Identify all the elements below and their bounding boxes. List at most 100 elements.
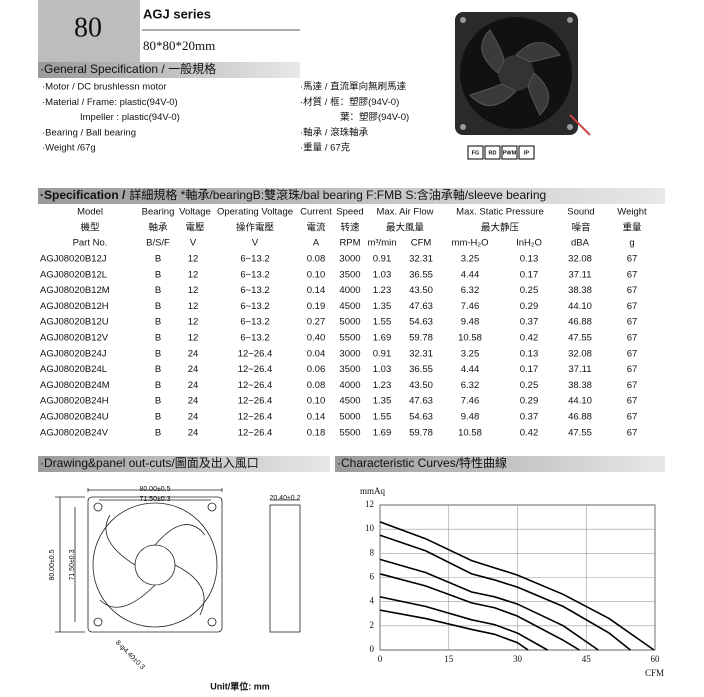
col-header: Max. Static Pressure [456, 207, 544, 218]
cell: 67 [627, 254, 638, 265]
col-header: dBA [571, 238, 590, 249]
cell: AGJ08020B12L [40, 269, 107, 280]
cell: 0.18 [307, 427, 326, 438]
cell: 12 [188, 333, 199, 344]
cell: 12 [188, 317, 199, 328]
cell: 4.44 [461, 364, 480, 375]
cell: 0.08 [307, 380, 326, 391]
cell: 3000 [339, 254, 360, 265]
y-tick-label: 12 [365, 499, 374, 509]
cell: 1.23 [373, 285, 392, 296]
cell: AGJ08020B24L [40, 364, 107, 375]
cell: 32.08 [568, 348, 592, 359]
spec-item: ·軸承 / 滾珠軸承 [300, 126, 369, 138]
cell: 12 [188, 301, 199, 312]
cell: 46.88 [568, 412, 592, 423]
cell: 67 [627, 285, 638, 296]
cell: AGJ08020B12U [40, 317, 109, 328]
series: AGJ series [143, 6, 211, 21]
fan-photo [455, 12, 591, 136]
cell: 7.46 [461, 301, 480, 312]
cell: 1.03 [373, 269, 392, 280]
col-header: 转速 [340, 222, 360, 234]
cell: 1.35 [373, 396, 392, 407]
cell: 47.63 [409, 396, 433, 407]
cell: 1.35 [373, 301, 392, 312]
cell: 67 [627, 427, 638, 438]
cell: 12~26.4 [238, 348, 273, 359]
cell: 4000 [339, 285, 360, 296]
cell: 6~13.2 [240, 269, 269, 280]
cell: 47.63 [409, 301, 433, 312]
cell: 67 [627, 364, 638, 375]
cell: 5500 [339, 427, 360, 438]
cell: 6.32 [461, 285, 480, 296]
cert-icon [484, 145, 501, 160]
section-title: ·General Specification / 一般規格 [40, 61, 216, 76]
cell: 6~13.2 [240, 333, 269, 344]
spec-item: Impeller : plastic(94V-0) [80, 112, 180, 123]
col-header: Sound [567, 207, 594, 218]
cell: B [155, 269, 161, 280]
col-header: Part No. [73, 238, 108, 249]
y-axis-label: mmAq [360, 486, 386, 496]
cell: 9.48 [461, 412, 480, 423]
cell: 38.38 [568, 380, 592, 391]
cell: 0.06 [307, 364, 326, 375]
cell: AGJ08020B24H [40, 396, 109, 407]
cell: 54.63 [409, 317, 433, 328]
cell: AGJ08020B12H [40, 301, 109, 312]
cell: 47.55 [568, 333, 592, 344]
cell: AGJ08020B24J [40, 348, 107, 359]
dim-label: 80.00±0.5 [139, 486, 170, 493]
spec-item: ·Material / Frame: plastic(94V-0) [42, 97, 178, 108]
cell: 0.10 [307, 269, 326, 280]
cell: 24 [188, 380, 199, 391]
cell: 3500 [339, 269, 360, 280]
col-header: A [313, 238, 320, 249]
cell: 0.13 [520, 348, 539, 359]
cell: 24 [188, 348, 199, 359]
col-header: Voltage [179, 207, 211, 218]
cell: 0.40 [307, 333, 326, 344]
cell: B [155, 348, 161, 359]
cell: 0.29 [520, 301, 539, 312]
col-header: V [252, 238, 259, 249]
cell: 0.91 [373, 254, 392, 265]
cell: 67 [627, 380, 638, 391]
cell: 54.63 [409, 412, 433, 423]
cell: 44.10 [568, 301, 592, 312]
cell: 32.31 [409, 254, 433, 265]
cell: 4500 [339, 396, 360, 407]
spec-item: ·Motor / DC brushlessn motor [42, 82, 167, 93]
size-box [38, 0, 140, 62]
cell: 0.19 [307, 301, 326, 312]
col-header: CFM [411, 238, 432, 249]
col-header: 電壓 [185, 223, 205, 234]
cell: 10.58 [458, 427, 482, 438]
col-header: RPM [339, 238, 360, 249]
x-tick-label: 45 [582, 654, 592, 664]
cell: 43.50 [409, 380, 433, 391]
cell: 0.04 [307, 348, 326, 359]
cell: 6.32 [461, 380, 480, 391]
cert-icon [467, 145, 484, 160]
cell: 0.37 [520, 412, 539, 423]
cell: 0.42 [520, 333, 539, 344]
cell: 0.13 [520, 254, 539, 265]
cell: 44.10 [568, 396, 592, 407]
x-axis-label: CFM [645, 668, 664, 678]
dim-label: 80.00±0.5 [49, 549, 56, 580]
cert-icon [501, 145, 518, 160]
cell: 24 [188, 364, 199, 375]
col-header: Model [77, 207, 103, 218]
col-header: 重量 [622, 222, 642, 234]
x-tick-label: 60 [651, 654, 661, 664]
cell: 3000 [339, 348, 360, 359]
cert-label: RD [489, 150, 497, 156]
cell: 1.69 [373, 333, 392, 344]
cell: 43.50 [409, 285, 433, 296]
cell: 6~13.2 [240, 317, 269, 328]
dimensions: 80*80*20mm [143, 38, 215, 53]
cell: 12~26.4 [238, 396, 273, 407]
